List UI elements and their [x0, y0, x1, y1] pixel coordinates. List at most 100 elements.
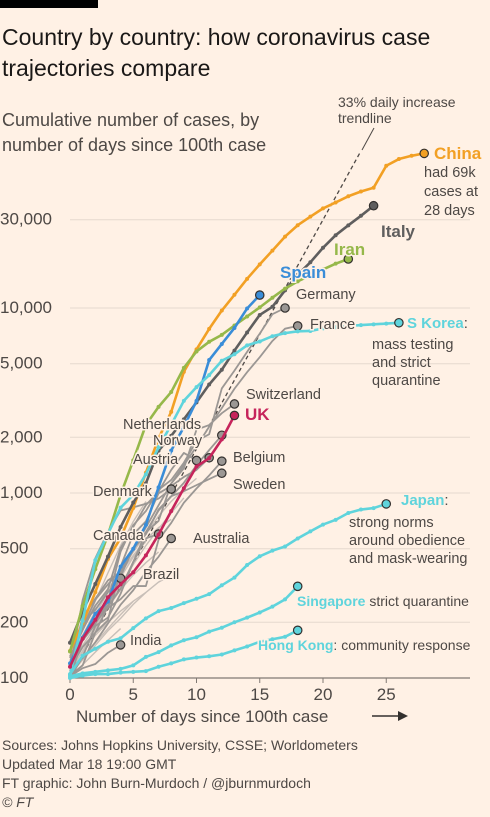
point-italy-day-6 — [143, 481, 148, 486]
point-iran-day-20 — [321, 267, 325, 272]
label-japan: Japan: — [401, 492, 449, 509]
label-name-uk: UK — [245, 405, 270, 424]
series-line-canada — [69, 533, 159, 677]
point-uk-day-6 — [143, 553, 148, 558]
point-china-day-14 — [245, 276, 250, 281]
point-italy-day-14 — [245, 330, 250, 335]
end-marker-singapore — [292, 581, 303, 592]
point-italy-day-15 — [257, 312, 262, 317]
point-iran-day-12 — [219, 332, 224, 337]
point-hong-kong-day-3 — [105, 672, 110, 677]
point-spain-day-6 — [143, 522, 148, 527]
point-s-korea-day-11 — [207, 373, 212, 378]
point-italy-day-20 — [321, 245, 325, 250]
label-china: China — [434, 144, 482, 163]
point-uk-day-5 — [131, 570, 136, 575]
end-marker-uk — [229, 410, 240, 421]
label-denmark: Denmark — [93, 484, 153, 500]
point-italy-day-3 — [105, 554, 110, 559]
end-marker-germany — [280, 303, 290, 313]
note-china-line-0: had 69k — [424, 165, 476, 181]
point-italy-day-12 — [219, 367, 224, 372]
point-china-day-12 — [219, 308, 224, 313]
label-canada: Canada — [93, 528, 145, 544]
series-china — [68, 148, 429, 653]
point-spain-day-11 — [207, 358, 212, 363]
point-singapore-day-7 — [156, 650, 161, 655]
credit-text: FT graphic: John Burn-Murdoch / @jburnmu… — [2, 775, 311, 791]
label-hong-kong: Hong Kong: community response — [258, 637, 471, 653]
point-china-day-24 — [371, 185, 376, 190]
point-singapore-day-8 — [169, 643, 174, 648]
point-japan-day-22 — [346, 510, 351, 515]
point-hong-kong-day-14 — [245, 644, 250, 649]
point-singapore-day-17 — [283, 597, 288, 602]
point-hong-kong-day-7 — [156, 664, 161, 669]
point-japan-day-13 — [232, 575, 237, 580]
point-hong-kong-day-5 — [131, 669, 136, 674]
label-colon-s-korea: : — [464, 315, 468, 332]
point-iran-day-7 — [156, 404, 161, 409]
point-s-korea-day-10 — [194, 385, 199, 390]
point-china-day-26 — [396, 157, 401, 162]
point-china-day-15 — [257, 262, 262, 267]
point-china-day-17 — [283, 234, 288, 239]
point-italy-day-4 — [118, 524, 123, 529]
end-marker-belgium — [217, 456, 227, 466]
point-hong-kong-day-12 — [219, 652, 224, 657]
point-spain-day-7 — [156, 485, 161, 490]
point-spain-day-5 — [131, 546, 136, 551]
point-china-day-16 — [270, 248, 275, 253]
point-iran-day-15 — [257, 305, 262, 310]
label-france: France — [310, 317, 355, 333]
point-iran-day-5 — [131, 458, 136, 463]
label-name-singapore: Singapore — [297, 593, 366, 609]
end-marker-china — [419, 148, 429, 159]
point-italy-day-2 — [93, 582, 98, 587]
point-uk-day-2 — [93, 617, 98, 622]
point-china-day-11 — [207, 326, 212, 331]
point-s-korea-day-13 — [232, 352, 237, 357]
point-japan-day-12 — [219, 583, 224, 588]
y-tick-label-100: 100 — [0, 668, 28, 687]
point-iran-day-21 — [333, 261, 338, 266]
point-uk-day-0 — [68, 664, 72, 669]
point-iran-day-17 — [283, 286, 288, 291]
label-italy: Italy — [381, 222, 416, 241]
x-tick-label-10: 10 — [187, 685, 206, 704]
end-marker-spain — [254, 290, 265, 300]
label-name-norway: Norway — [153, 433, 203, 449]
point-singapore-day-3 — [105, 668, 110, 673]
end-marker-sweden — [217, 468, 227, 479]
point-singapore-day-12 — [219, 625, 224, 630]
label-germany: Germany — [296, 287, 356, 303]
point-iran-day-6 — [143, 422, 148, 427]
point-china-day-13 — [232, 292, 237, 297]
end-marker-iran — [343, 254, 354, 264]
point-china-day-23 — [358, 189, 363, 194]
label-name-brazil: Brazil — [143, 567, 179, 583]
point-s-korea-day-14 — [245, 343, 250, 348]
point-italy-day-11 — [207, 382, 212, 387]
point-iran-day-8 — [169, 390, 174, 395]
note-china-line-2: 28 days — [424, 203, 475, 219]
point-italy-day-22 — [346, 223, 351, 228]
point-japan-day-6 — [143, 616, 148, 621]
end-marker-hong-kong — [292, 625, 303, 636]
end-marker-italy — [368, 200, 379, 211]
point-spain-day-8 — [169, 448, 174, 453]
point-japan-day-4 — [118, 636, 123, 641]
series-hong-kong — [68, 625, 303, 680]
point-hong-kong-day-1 — [80, 673, 85, 678]
point-hong-kong-day-11 — [207, 654, 212, 659]
label-belgium: Belgium — [233, 450, 285, 466]
end-marker-s-korea — [394, 317, 404, 328]
label-austria: Austria — [133, 452, 179, 468]
x-tick-label-20: 20 — [314, 685, 333, 704]
label-name-spain: Spain — [280, 263, 326, 282]
label-uk: UK — [245, 405, 270, 424]
point-italy-day-23 — [358, 213, 363, 218]
point-s-korea-day-3 — [105, 531, 110, 536]
label-iran: Iran — [334, 240, 365, 259]
series-line-japan — [68, 502, 387, 675]
